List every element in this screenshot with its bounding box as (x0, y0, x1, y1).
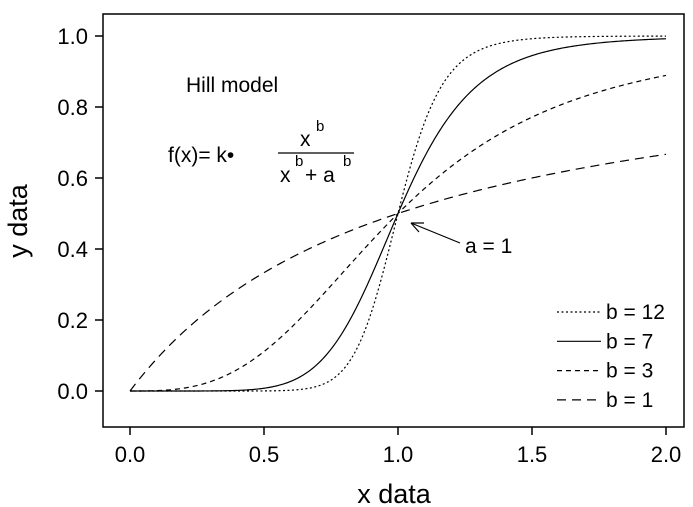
x-tick-label: 0.0 (115, 442, 146, 467)
series-b12 (130, 35, 666, 392)
y-axis-label: y data (3, 183, 33, 258)
formula-den-exponent-1: b (295, 153, 303, 170)
legend-label: b = 12 (606, 301, 665, 324)
arrow-head-icon (410, 222, 424, 233)
x-axis: 0.0 0.5 1.0 1.5 2.0 (115, 427, 682, 467)
legend-label: b = 1 (606, 389, 653, 412)
legend-label: b = 3 (606, 360, 653, 383)
y-tick-label: 0.8 (57, 95, 88, 120)
arrow-annotation: a = 1 (410, 222, 512, 258)
legend-label: b = 7 (606, 330, 653, 353)
formula-den-x: x (280, 164, 291, 187)
formula-lhs: f(x)= k• (168, 144, 234, 167)
y-tick-label: 0.0 (57, 379, 88, 404)
model-title: Hill model (186, 74, 278, 97)
legend: b = 12 b = 7 b = 3 b = 1 (557, 301, 665, 412)
arrow-line (410, 222, 461, 244)
formula-den-plus-a: + a (305, 164, 335, 187)
arrow-label: a = 1 (465, 235, 512, 258)
y-tick-label: 0.4 (57, 237, 88, 262)
y-axis: 0.0 0.2 0.4 0.6 0.8 1.0 (57, 24, 103, 404)
y-tick-label: 0.6 (57, 166, 88, 191)
curves (129, 35, 667, 392)
x-tick-label: 1.0 (383, 442, 414, 467)
x-tick-label: 0.5 (249, 442, 280, 467)
x-tick-label: 1.5 (517, 442, 548, 467)
x-axis-label: x data (357, 479, 432, 507)
series-b1 (129, 153, 667, 392)
series-b3 (130, 74, 667, 392)
y-tick-label: 1.0 (57, 24, 88, 49)
formula-num-exponent: b (316, 118, 324, 135)
formula-numerator: x (300, 128, 311, 151)
x-tick-label: 2.0 (651, 442, 682, 467)
plot-frame (102, 13, 685, 428)
formula: f(x)= k• x b x b + a b (168, 118, 354, 187)
formula-den-exponent-2: b (343, 153, 351, 170)
y-tick-label: 0.2 (57, 308, 88, 333)
